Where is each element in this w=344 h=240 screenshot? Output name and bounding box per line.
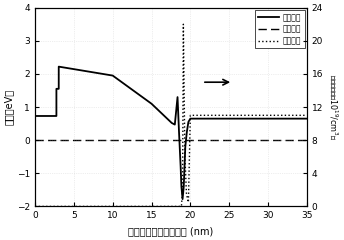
电子分布 [176,205,181,208]
导带能量 [57,65,61,68]
电子分布 [181,23,185,26]
导带能量 [305,117,309,120]
电子分布 [188,114,192,117]
Y-axis label: 能量（eV）: 能量（eV） [4,89,14,125]
电子分布 [186,201,191,204]
Line: 导带能量: 导带能量 [35,67,307,199]
电子分布 [173,205,177,208]
导带能量 [179,165,183,168]
费米能级 [41,139,45,142]
导带能量 [182,185,186,188]
导带能量 [54,114,58,117]
导带能量 [149,102,153,105]
电子分布 [305,114,309,117]
电子分布 [184,192,189,195]
导带能量 [173,123,177,126]
导带能量 [33,114,37,117]
导带能量 [186,120,191,123]
导带能量 [181,198,185,201]
X-axis label: 材料内部到表面的距离 (nm): 材料内部到表面的距离 (nm) [128,226,214,236]
Legend: 导带能量, 费米能级, 电子分布: 导带能量, 费米能级, 电子分布 [255,10,304,48]
Line: 电子分布: 电子分布 [35,24,307,206]
导带能量 [179,185,183,188]
电子分布 [183,155,187,158]
Y-axis label: 电子体密度（$10^{19}$/cm$^3$）: 电子体密度（$10^{19}$/cm$^3$） [327,74,340,140]
导带能量 [177,132,181,135]
电子分布 [179,205,183,208]
导带能量 [175,96,180,99]
电子分布 [33,205,37,208]
导带能量 [188,117,192,120]
电子分布 [192,114,196,117]
导带能量 [57,87,61,90]
电子分布 [181,188,185,191]
导带能量 [185,131,189,133]
费米能级 [33,139,37,142]
导带能量 [183,145,187,148]
导带能量 [170,121,174,124]
导带能量 [54,87,58,90]
导带能量 [111,74,115,77]
